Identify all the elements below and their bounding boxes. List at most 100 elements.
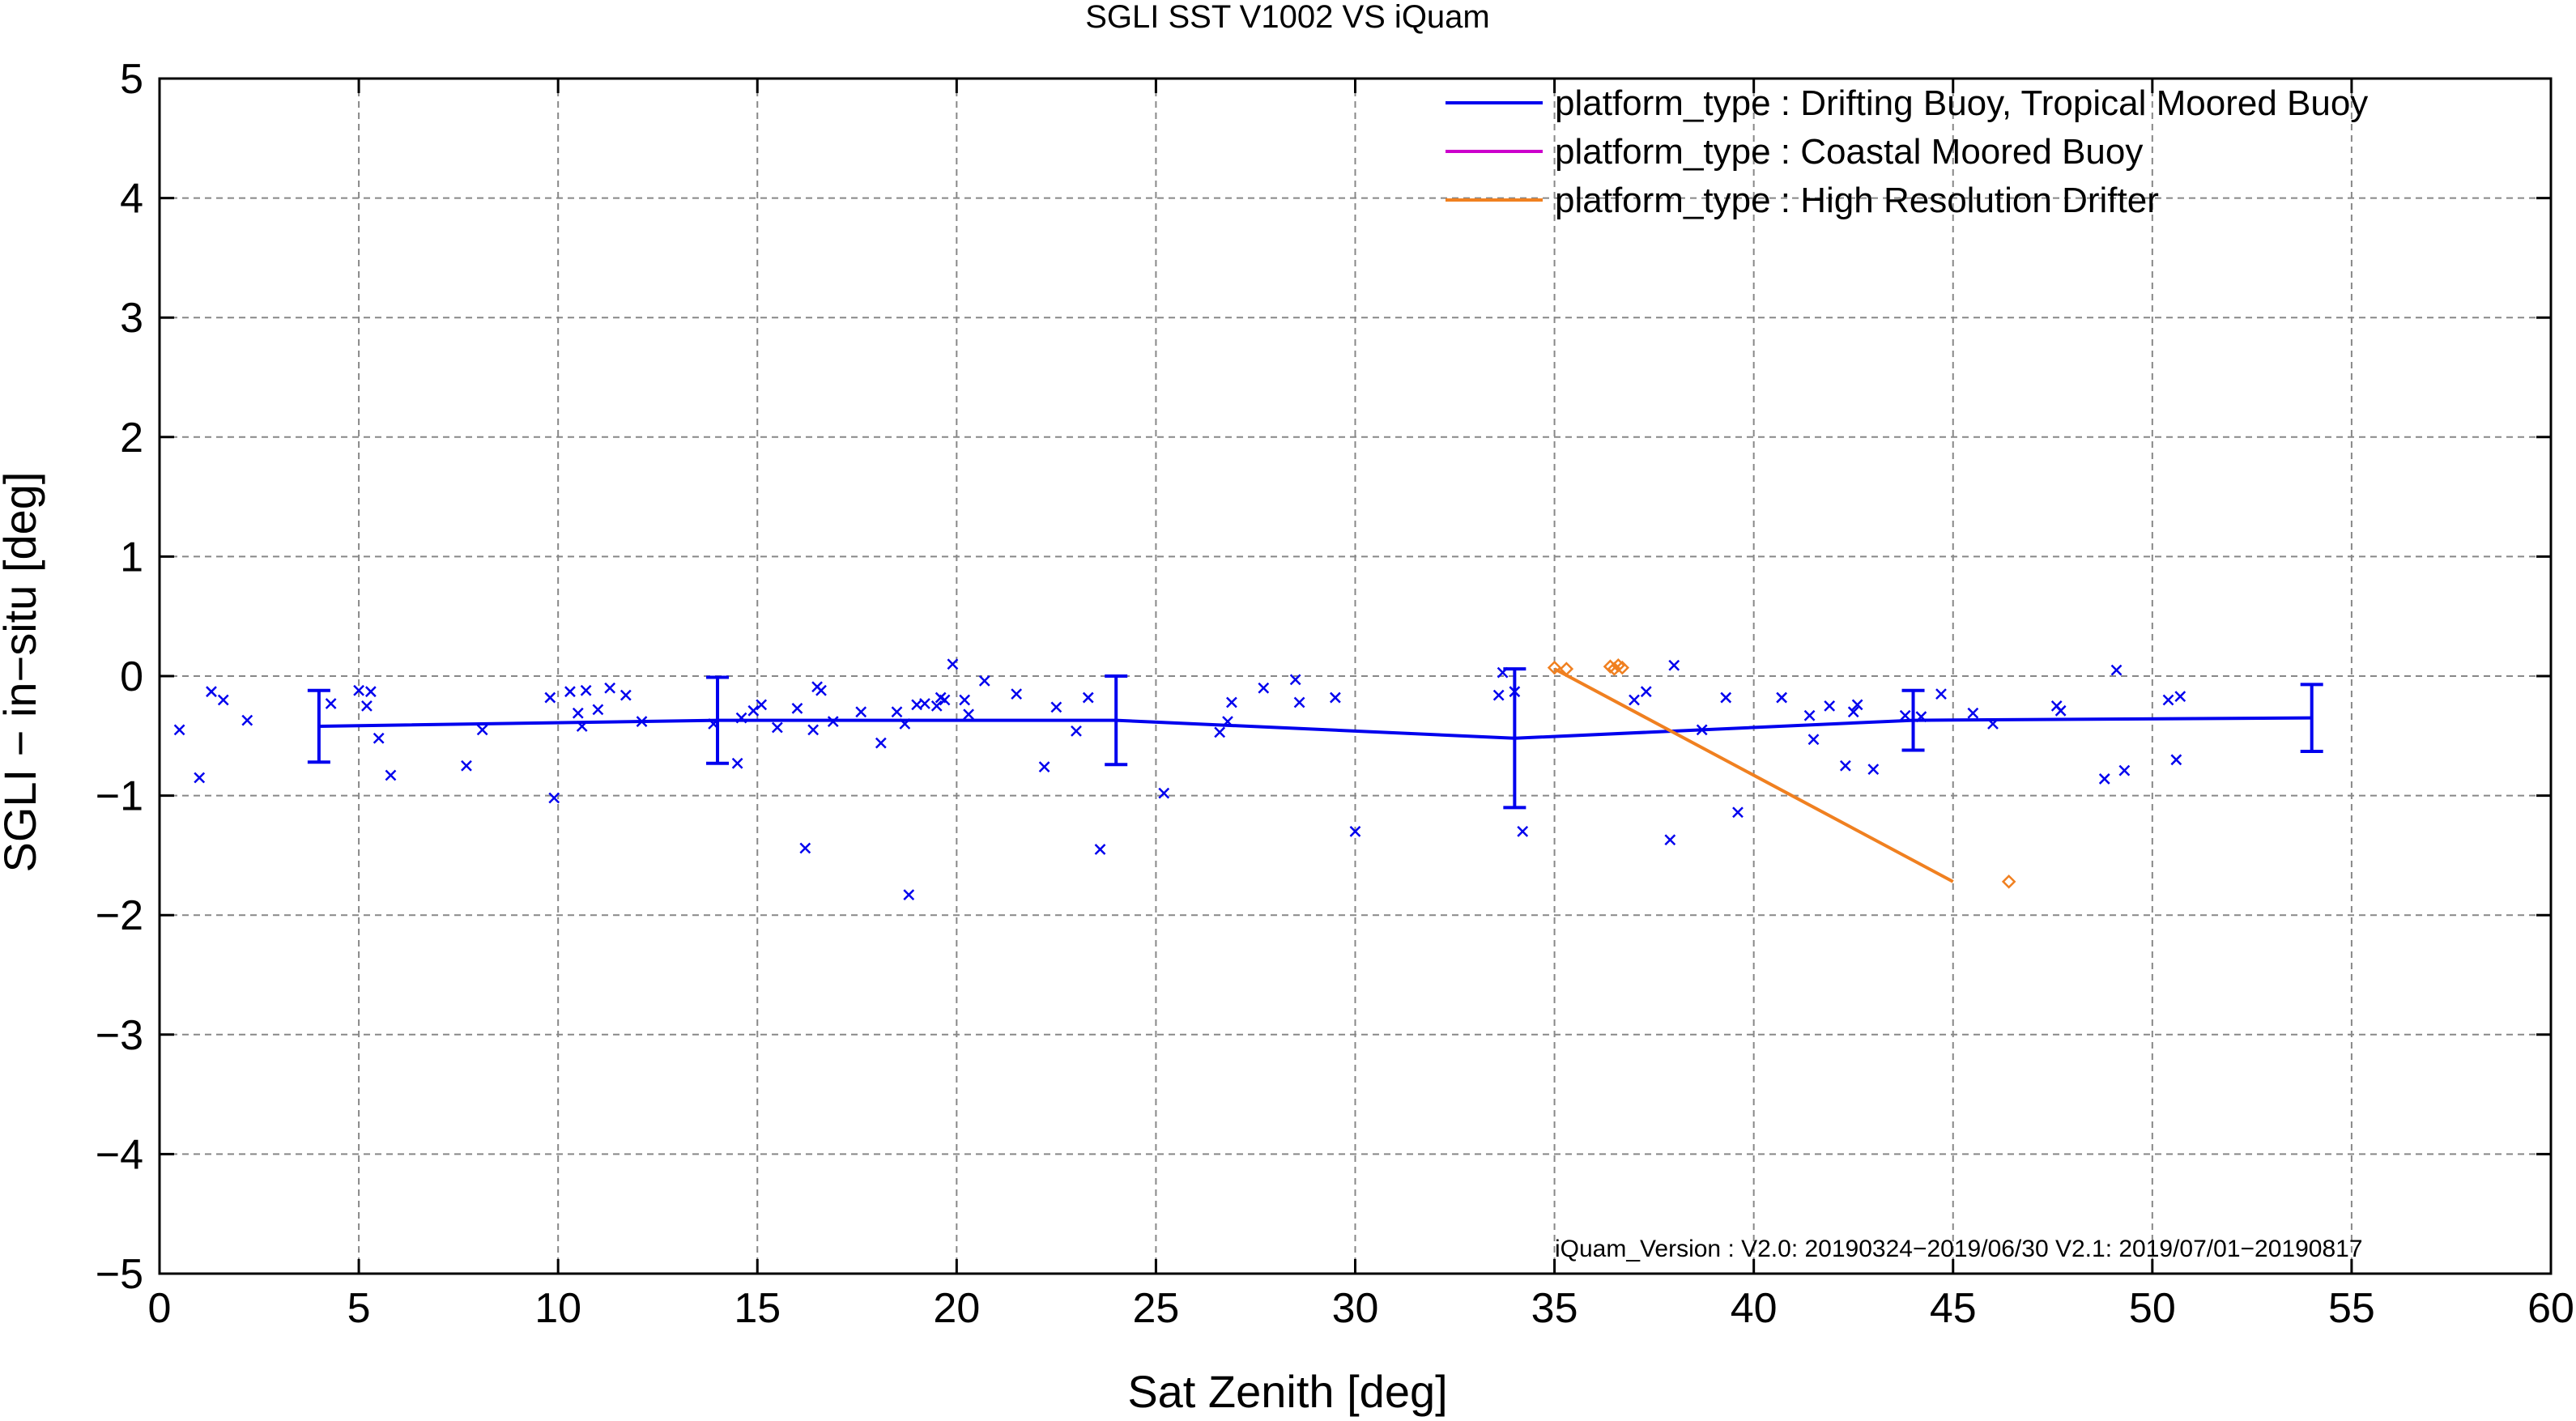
data-point	[735, 712, 747, 724]
data-point	[2118, 764, 2131, 776]
data-point	[1330, 691, 1341, 704]
y-tick-label: 1	[120, 534, 143, 581]
data-point	[1807, 734, 1820, 746]
x-tick-label: 60	[2527, 1285, 2574, 1332]
data-point	[572, 707, 584, 719]
data-point	[325, 698, 337, 709]
data-point	[194, 772, 206, 784]
x-tick-label: 25	[1132, 1285, 1179, 1332]
chart-marks	[173, 657, 2323, 900]
data-point	[1492, 689, 1505, 701]
data-point	[959, 694, 971, 706]
data-point	[1226, 696, 1237, 708]
data-point	[1803, 709, 1816, 721]
x-axis-label: Sat Zenith [deg]	[1127, 1366, 1447, 1417]
y-tick-label: 0	[120, 653, 143, 700]
data-point	[1509, 686, 1521, 698]
x-tick-label: 10	[534, 1285, 581, 1332]
data-point	[2098, 773, 2110, 785]
y-tick-label: −3	[96, 1012, 143, 1059]
data-point	[903, 889, 915, 900]
data-point	[544, 691, 556, 704]
data-point	[2110, 664, 2123, 676]
data-point	[978, 675, 990, 687]
data-point	[1214, 726, 1226, 738]
data-point	[1497, 666, 1509, 679]
data-point	[1776, 691, 1788, 704]
data-point	[1851, 699, 1863, 711]
data-point	[799, 842, 811, 854]
chart-title: SGLI SST V1002 VS iQuam	[1085, 0, 1490, 35]
data-point	[827, 716, 839, 727]
x-tick-label: 35	[1531, 1285, 1578, 1332]
data-point	[1615, 660, 1630, 675]
data-point	[1082, 691, 1094, 704]
data-point	[461, 759, 472, 772]
data-point	[1517, 825, 1529, 837]
y-tick-label: −2	[96, 892, 143, 939]
data-point	[855, 706, 867, 718]
data-point	[2174, 691, 2186, 702]
data-point	[1847, 706, 1859, 718]
data-point	[361, 700, 373, 712]
legend-label: platform_type : High Resolution Drifter	[1555, 181, 2159, 220]
data-point	[875, 737, 887, 749]
data-point	[791, 702, 803, 714]
data-point	[771, 721, 783, 734]
data-point	[919, 698, 930, 709]
data-point	[1071, 725, 1082, 737]
data-point	[1967, 707, 1979, 719]
data-point	[548, 792, 560, 804]
x-tick-label: 20	[933, 1285, 980, 1332]
data-point	[1664, 834, 1676, 846]
y-tick-label: 5	[120, 56, 143, 103]
x-tick-label: 15	[734, 1285, 781, 1332]
version-annotation: iQuam_Version : V2.0: 20190324−2019/06/3…	[1555, 1236, 2363, 1262]
x-tick-label: 30	[1332, 1285, 1379, 1332]
data-point	[1668, 659, 1680, 671]
data-point	[1987, 718, 1999, 730]
y-tick-label: 4	[120, 176, 143, 223]
data-point	[1640, 686, 1652, 698]
data-point	[1293, 696, 1305, 708]
data-point	[2054, 704, 2067, 717]
data-point	[2170, 754, 2182, 766]
data-point	[1720, 691, 1732, 704]
data-point	[564, 686, 576, 698]
grid-lines	[160, 79, 2551, 1274]
data-point	[1732, 806, 1744, 819]
data-point	[1050, 701, 1062, 713]
data-point	[2162, 694, 2174, 706]
y-tick-label: −1	[96, 773, 143, 820]
data-point	[364, 686, 377, 698]
legend-label: platform_type : Drifting Buoy, Tropical …	[1555, 83, 2368, 123]
data-point	[576, 721, 588, 732]
y-tick-label: −5	[96, 1251, 143, 1298]
data-point	[756, 699, 768, 711]
data-point	[373, 732, 385, 744]
y-axis-label: SGLI − in−situ [deg]	[0, 472, 45, 873]
data-point	[963, 708, 974, 721]
data-point	[807, 724, 820, 736]
data-point	[2001, 874, 2016, 889]
x-tick-label: 55	[2328, 1285, 2375, 1332]
data-point	[592, 704, 604, 716]
data-point	[899, 718, 911, 730]
data-point	[930, 700, 943, 712]
data-point	[1038, 761, 1050, 773]
data-point	[939, 694, 951, 706]
series-2-line	[1553, 667, 1954, 883]
data-point	[1094, 844, 1106, 855]
series-0-line	[318, 716, 2312, 740]
data-point	[747, 704, 760, 717]
data-point	[580, 684, 592, 696]
y-tick-label: 2	[120, 415, 143, 462]
data-point	[1824, 700, 1836, 712]
data-point	[1696, 724, 1708, 736]
data-point	[353, 684, 364, 696]
y-tick-label: 3	[120, 295, 143, 342]
data-point	[241, 714, 253, 726]
data-point	[1547, 660, 1562, 675]
